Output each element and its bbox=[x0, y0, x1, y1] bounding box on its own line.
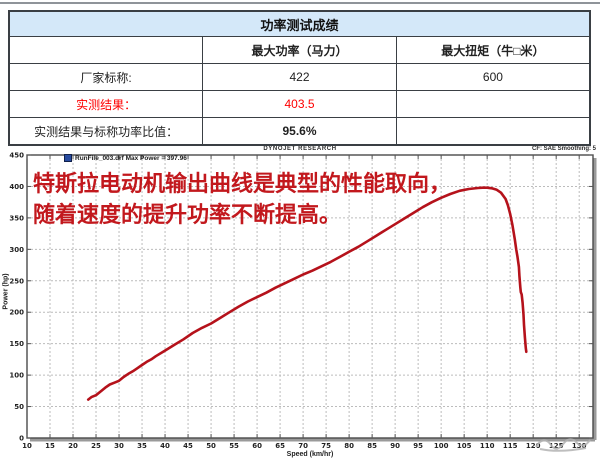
measured-torque-value bbox=[395, 90, 591, 118]
y-tick-label: 150 bbox=[9, 340, 24, 348]
top-divider bbox=[0, 2, 600, 4]
table-header-row: 最大功率（马力） 最大扭矩（牛□米） bbox=[8, 36, 591, 64]
y-tick-label: 100 bbox=[9, 372, 24, 380]
x-tick-label: 85 bbox=[367, 442, 377, 450]
y-tick-label: 450 bbox=[9, 152, 24, 160]
x-tick-label: 110 bbox=[480, 442, 495, 450]
manufacturer-torque-value: 600 bbox=[395, 63, 591, 91]
x-tick-label: 40 bbox=[160, 442, 170, 450]
x-axis-title: Speed (km/hr) bbox=[286, 451, 334, 458]
correction-smoothing-label: CF: SAE Smoothing: 5 bbox=[532, 146, 596, 152]
measured-power-value: 403.5 bbox=[202, 90, 397, 118]
y-tick-label: 0 bbox=[19, 435, 24, 443]
y-axis-title: Power (hp) bbox=[2, 273, 10, 310]
x-tick-label: 50 bbox=[206, 442, 216, 450]
dynojet-brand-label: DYNOJET RESEARCH bbox=[263, 146, 337, 152]
plot-border bbox=[26, 154, 594, 439]
row-label: 厂家标称: bbox=[8, 63, 204, 91]
y-tick-label: 300 bbox=[9, 246, 24, 254]
annotation-line-1: 特斯拉电动机输出曲线是典型的性能取向， bbox=[33, 171, 452, 196]
table-row-ratio: 实测结果与标称功率比值： 95.6% bbox=[8, 117, 591, 146]
x-tick-label: 15 bbox=[45, 442, 55, 450]
annotation-line-2: 随着速度的提升功率不断提高。 bbox=[33, 202, 342, 227]
x-tick-label: 65 bbox=[275, 442, 285, 450]
table-title: 功率测试成绩 bbox=[8, 10, 591, 37]
y-tick-label: 250 bbox=[9, 277, 24, 285]
x-tick-label: 70 bbox=[298, 442, 308, 450]
power-test-table: 功率测试成绩 最大功率（马力） 最大扭矩（牛□米） 厂家标称: 422 600 … bbox=[8, 10, 591, 146]
watermark bbox=[535, 438, 591, 452]
power-curve bbox=[86, 186, 528, 401]
x-tick-label: 45 bbox=[183, 442, 193, 450]
x-tick-label: 115 bbox=[503, 442, 518, 450]
row-label: 实测结果与标称功率比值： bbox=[8, 117, 204, 146]
x-tick-label: 35 bbox=[137, 442, 147, 450]
x-tick-label: 75 bbox=[321, 442, 331, 450]
x-tick-label: 125 bbox=[549, 442, 564, 450]
ratio-torque-cell bbox=[395, 117, 591, 146]
x-tick-label: 60 bbox=[252, 442, 262, 450]
x-tick-label: 105 bbox=[457, 442, 472, 450]
header-max-power: 最大功率（马力） bbox=[202, 36, 397, 64]
y-tick-label: 50 bbox=[14, 403, 24, 411]
header-max-torque: 最大扭矩（牛□米） bbox=[395, 36, 591, 64]
x-tick-label: 10 bbox=[22, 442, 32, 450]
table-row-manufacturer: 厂家标称: 422 600 bbox=[8, 63, 591, 91]
run-file-icon bbox=[64, 154, 72, 162]
y-tick-label: 350 bbox=[9, 214, 24, 222]
run-file-legend-text: RunFile_003.drf Max Power = 397.96 bbox=[75, 154, 187, 162]
annotation-text: 特斯拉电动机输出曲线是典型的性能取向， 随着速度的提升功率不断提高。 bbox=[33, 168, 451, 230]
x-tick-label: 55 bbox=[229, 442, 239, 450]
x-tick-label: 25 bbox=[91, 442, 101, 450]
manufacturer-power-value: 422 bbox=[202, 63, 397, 91]
x-tick-label: 130 bbox=[572, 442, 587, 450]
table-title-row: 功率测试成绩 bbox=[8, 10, 591, 37]
run-file-legend: RunFile_003.drf Max Power = 397.96 bbox=[64, 154, 187, 162]
header-empty-cell bbox=[8, 36, 204, 64]
x-tick-label: 120 bbox=[526, 442, 541, 450]
x-tick-label: 80 bbox=[344, 442, 354, 450]
x-tick-label: 20 bbox=[68, 442, 78, 450]
row-label: 实测结果： bbox=[8, 90, 204, 118]
ratio-value: 95.6% bbox=[202, 117, 397, 146]
y-tick-label: 200 bbox=[9, 309, 24, 317]
table-row-measured: 实测结果： 403.5 bbox=[8, 90, 591, 118]
y-tick-label: 400 bbox=[9, 183, 24, 191]
x-tick-label: 100 bbox=[434, 442, 449, 450]
x-tick-label: 30 bbox=[114, 442, 124, 450]
x-tick-label: 95 bbox=[413, 442, 423, 450]
x-tick-label: 90 bbox=[390, 442, 400, 450]
